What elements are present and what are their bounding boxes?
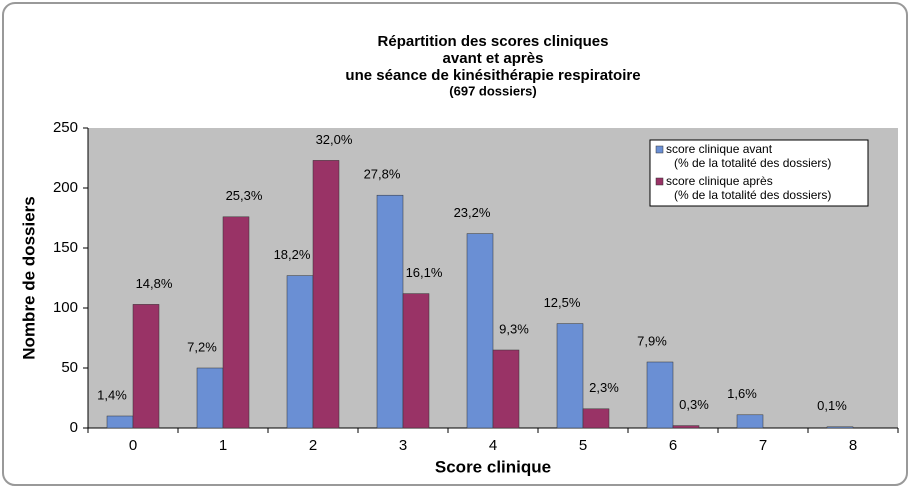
- bar: [196, 367, 224, 429]
- bar: [286, 275, 314, 429]
- y-axis-title: Nombre de dossiers: [19, 196, 38, 359]
- bar: [672, 425, 700, 429]
- value-label: 18,2%: [274, 247, 311, 262]
- value-label: 2,3%: [589, 380, 619, 395]
- bar: [646, 361, 674, 429]
- bar: [222, 216, 250, 429]
- x-tick-label: 4: [489, 437, 497, 454]
- value-label: 27,8%: [364, 167, 401, 182]
- bar: [466, 233, 494, 429]
- bar: [132, 304, 160, 429]
- x-tick-label: 1: [219, 437, 227, 454]
- x-tick-label: 5: [579, 437, 587, 454]
- value-label: 0,3%: [679, 397, 709, 412]
- x-tick-label: 6: [669, 437, 677, 454]
- x-tick-label: 7: [759, 437, 767, 454]
- value-label: 12,5%: [544, 295, 581, 310]
- value-label: 0,1%: [817, 398, 847, 413]
- bar: [736, 414, 764, 429]
- x-tick-label: 3: [399, 437, 407, 454]
- x-tick-label: 8: [849, 437, 857, 454]
- chart-subtitle: (697 dossiers): [449, 83, 536, 98]
- bar: [492, 349, 520, 429]
- legend-label: score clinique avant (% de la totalité de…: [666, 142, 831, 170]
- value-label: 16,1%: [406, 265, 443, 280]
- value-label: 7,9%: [637, 333, 667, 348]
- value-label: 1,4%: [97, 387, 127, 402]
- legend-swatch: [655, 177, 664, 186]
- y-tick-label: 100: [53, 299, 78, 316]
- bar: [376, 194, 404, 429]
- x-tick-label: 2: [309, 437, 317, 454]
- value-label: 32,0%: [316, 132, 353, 147]
- value-label: 25,3%: [226, 188, 263, 203]
- bar: [582, 408, 610, 429]
- chart-title: une séance de kinésithérapie respiratoir…: [345, 67, 640, 84]
- value-label: 1,6%: [727, 386, 757, 401]
- legend-label: score clinique après (% de la totalité de…: [666, 174, 831, 202]
- value-label: 23,2%: [454, 205, 491, 220]
- bar: [312, 160, 340, 429]
- value-label: 7,2%: [187, 339, 217, 354]
- bar: [106, 415, 134, 429]
- value-label: 9,3%: [499, 321, 529, 336]
- y-tick-label: 250: [53, 119, 78, 136]
- chart-title: avant et après: [443, 50, 544, 67]
- x-tick-label: 0: [129, 437, 137, 454]
- bar: [826, 426, 854, 429]
- chart-title: Répartition des scores cliniques: [378, 33, 609, 50]
- y-tick-label: 0: [70, 419, 78, 436]
- legend: [649, 139, 869, 207]
- legend-swatch: [655, 145, 664, 154]
- x-axis-title: Score clinique: [435, 457, 551, 476]
- y-tick-label: 200: [53, 179, 78, 196]
- bar: [556, 323, 584, 429]
- bar: [402, 293, 430, 429]
- y-tick-label: 50: [61, 359, 78, 376]
- value-label: 14,8%: [136, 276, 173, 291]
- y-tick-label: 150: [53, 239, 78, 256]
